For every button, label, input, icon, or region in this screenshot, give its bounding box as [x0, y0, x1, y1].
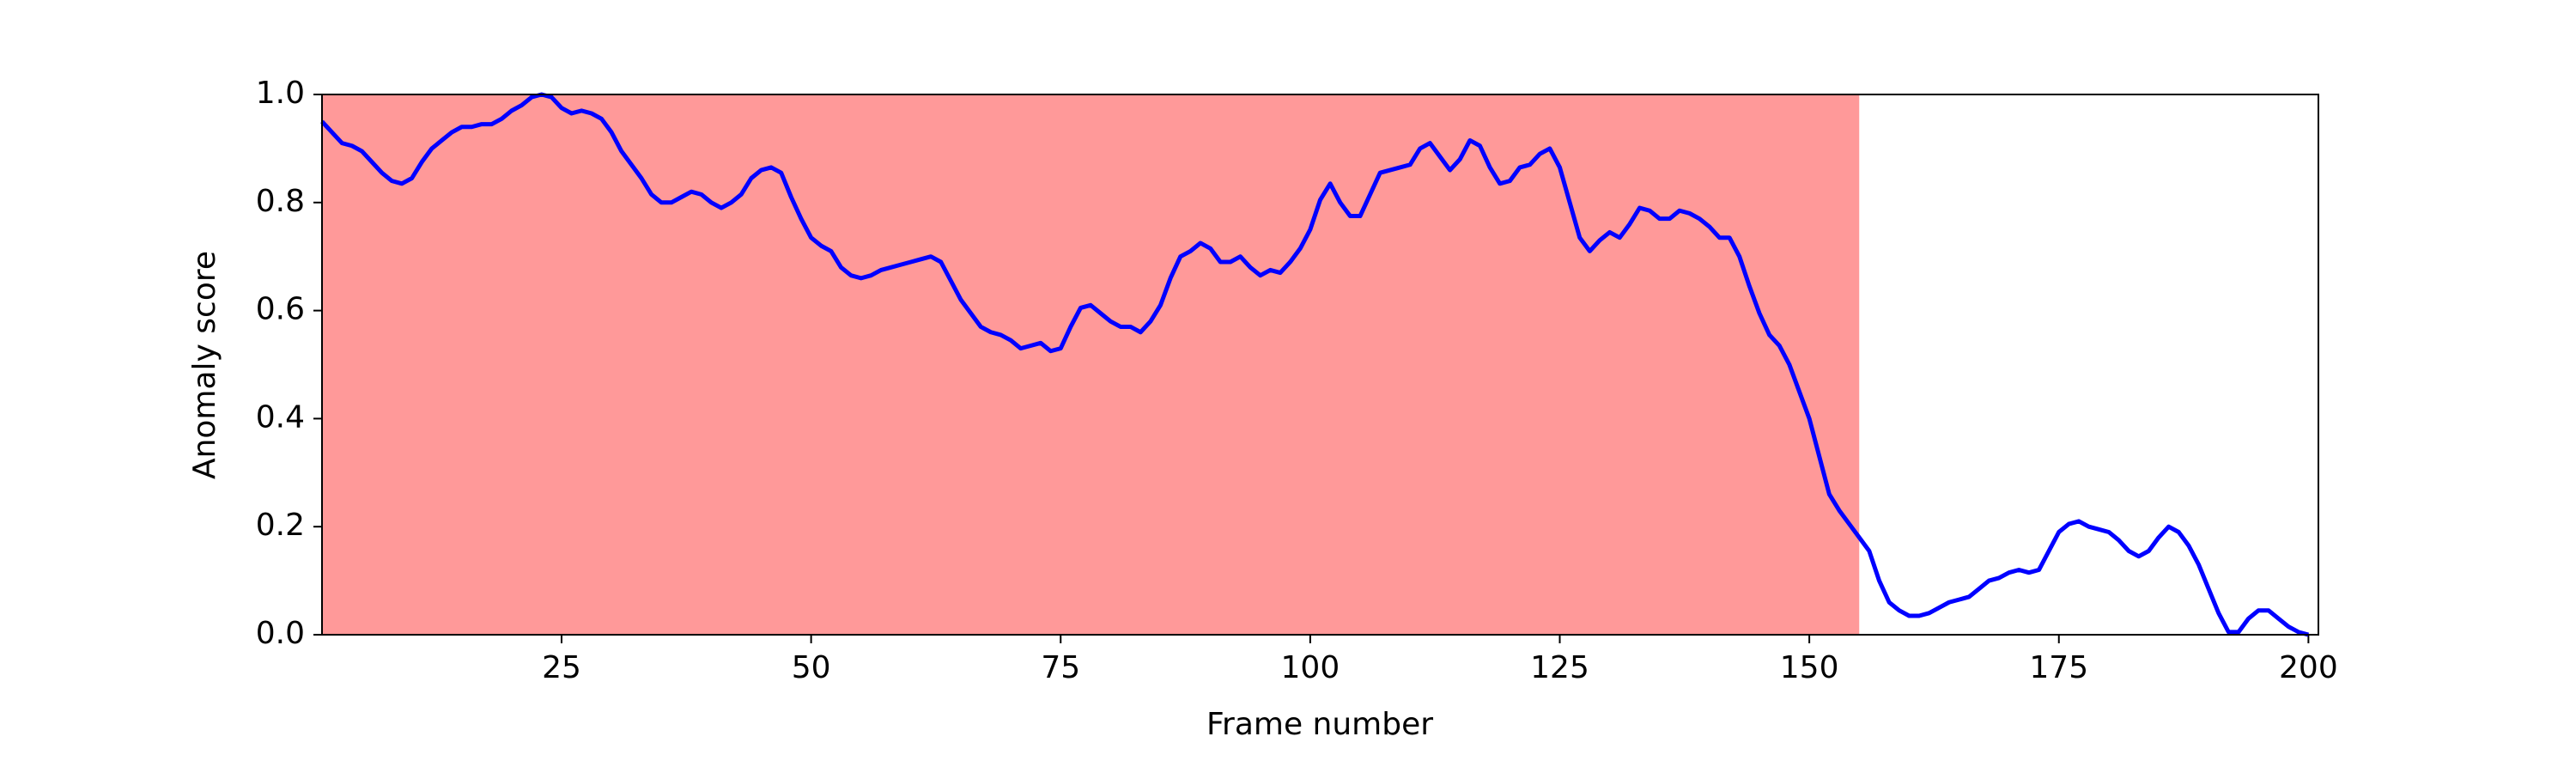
highlight-span	[322, 94, 1860, 635]
y-tick-label: 0.6	[256, 292, 305, 327]
y-tick-label: 0.2	[256, 508, 305, 543]
plot-frame	[321, 94, 2319, 636]
x-tick-label: 150	[1780, 650, 1839, 685]
y-tick-label: 0.4	[256, 399, 305, 435]
x-tick-label: 125	[1530, 650, 1589, 685]
y-tick-label: 0.0	[256, 616, 305, 651]
y-tick-label: 1.0	[256, 76, 305, 111]
x-tick-label: 100	[1281, 650, 1340, 685]
x-tick-label: 25	[542, 650, 581, 685]
x-axis-label: Frame number	[1206, 707, 1433, 742]
x-tick-label: 175	[2029, 650, 2088, 685]
x-tick-label: 75	[1041, 650, 1080, 685]
x-tick-label: 50	[792, 650, 831, 685]
data-line	[320, 92, 2310, 637]
y-axis-label: Anomaly score	[187, 251, 222, 479]
y-tick-label: 0.8	[256, 184, 305, 219]
x-tick-label: 200	[2279, 650, 2338, 685]
